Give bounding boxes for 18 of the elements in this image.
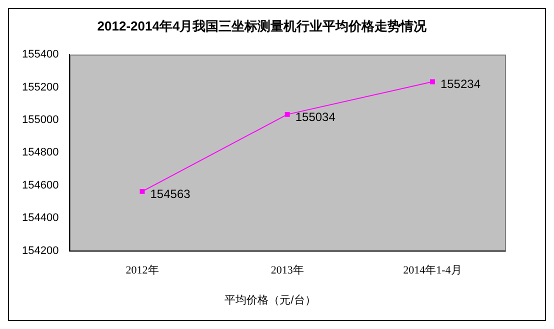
y-tick-label: 155000: [22, 114, 59, 126]
point: [140, 188, 145, 194]
y-tick-label: 154600: [22, 179, 59, 192]
y-tick-label: 154800: [22, 146, 59, 159]
x-tick-label: 2012年: [126, 264, 159, 276]
x-tick-label: 2013年: [270, 264, 304, 276]
data-label: 154563: [150, 186, 191, 201]
y-tick-label: 154400: [22, 212, 59, 224]
x-tick-label: 2014年1-4月: [403, 264, 462, 276]
y-tick-label: 154200: [22, 244, 59, 257]
data-label: 155034: [295, 110, 336, 124]
text: 平均价格（元/台）: [224, 294, 316, 307]
y-tick-label: 155400: [22, 48, 59, 61]
y-tick-label: 155200: [22, 81, 59, 94]
chart-title: 2012-2014年4月我国三坐标测量机行业平均价格走势情况: [97, 18, 428, 34]
data-label: 155234: [440, 77, 481, 92]
point: [284, 112, 290, 117]
point: [430, 79, 435, 84]
